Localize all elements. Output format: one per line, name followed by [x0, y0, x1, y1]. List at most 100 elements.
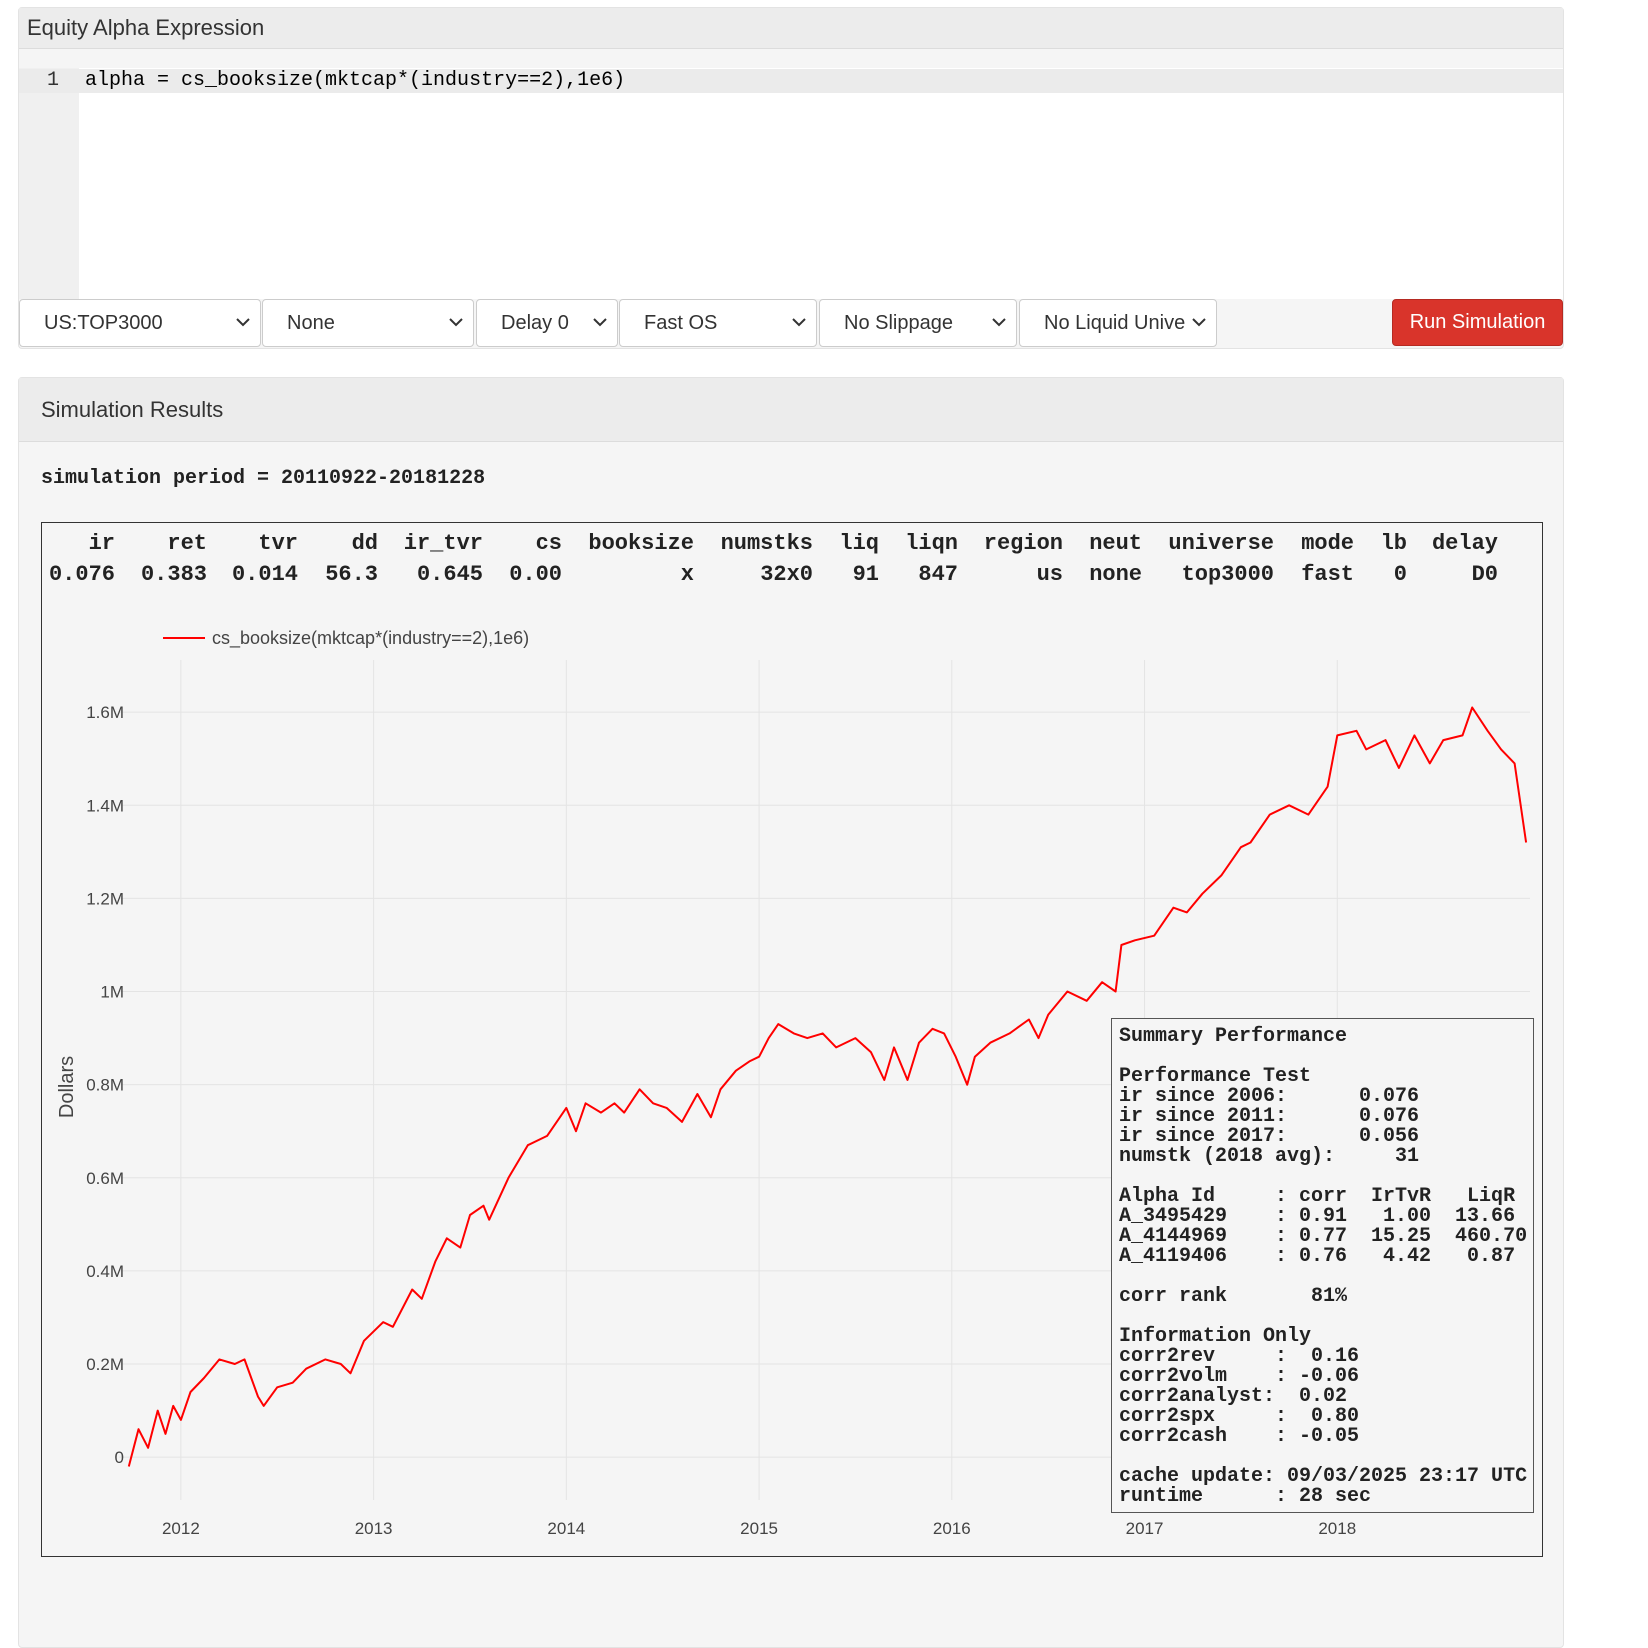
chevron	[792, 318, 806, 327]
chevron	[593, 318, 607, 327]
run-button[interactable]: Run Simulation	[1392, 299, 1563, 346]
series-line	[127, 706, 1528, 1467]
dropdown[interactable]: US:TOP3000	[19, 299, 261, 347]
summary-line: A_4119406 : 0.76 4.42 0.87	[1119, 1245, 1516, 1268]
dropdown-value: US:TOP3000	[44, 311, 163, 334]
stat-header: universe	[1168, 531, 1274, 556]
summary-line: A_3495429 : 0.91 1.00 13.66	[1119, 1205, 1516, 1228]
stat-header: cs	[535, 531, 562, 556]
stat-value: 847	[918, 562, 958, 587]
stat-header: mode	[1301, 531, 1354, 556]
dropdown[interactable]: No Liquid Unive	[1019, 299, 1217, 347]
stat-header: ir_tvr	[403, 531, 483, 556]
summary-line: corr2volm : -0.06	[1119, 1365, 1360, 1388]
legend-label: cs_booksize(mktcap*(industry==2),1e6)	[212, 628, 529, 649]
stat-header: ir	[88, 531, 115, 556]
y-axis-title: Dollars	[56, 1056, 78, 1118]
y-tick-label: 0.8M	[86, 1076, 124, 1095]
y-tick-label: 1.4M	[86, 796, 124, 815]
summary-section: Performance Test ir since 2006: 0.076 ir s…	[1119, 1067, 1533, 1167]
summary-box: Summary Performance Performance Test ir si…	[1111, 1018, 1534, 1513]
stat-header: neut	[1089, 531, 1142, 556]
summary-line: ir since 2017: 0.056	[1119, 1125, 1420, 1148]
y-tick-label: 1.2M	[86, 889, 124, 908]
summary-line: corr rank 81%	[1119, 1285, 1348, 1308]
stat-header: tvr	[258, 531, 298, 556]
stat-header: booksize	[588, 531, 694, 556]
active-line	[19, 69, 1563, 93]
dropdown-value: No Slippage	[844, 311, 953, 334]
summary-line: numstk (2018 avg): 31	[1119, 1145, 1420, 1168]
stat-value: 0	[1393, 562, 1407, 587]
summary-section: Alpha Id : corr IrTvR LiqR A_3495429 : 0.…	[1119, 1187, 1533, 1267]
stat-value: us	[1036, 562, 1063, 587]
dropdown[interactable]: Delay 0	[476, 299, 618, 347]
x-tick-label: 2014	[547, 1519, 585, 1538]
code-editor[interactable]: 1 alpha = cs_booksize(mktcap*(industry==…	[19, 68, 1563, 299]
stat-value: none	[1089, 562, 1142, 587]
x-tick-label: 2016	[933, 1519, 971, 1538]
stat-header: liqn	[905, 531, 958, 556]
summary-line: Information Only	[1119, 1325, 1312, 1348]
stat-header: lb	[1380, 531, 1407, 556]
summary-line: runtime : 28 sec	[1119, 1485, 1372, 1508]
stat-header: ret	[167, 531, 207, 556]
line-number: 1	[47, 69, 60, 92]
y-tick-label: 1M	[100, 983, 124, 1002]
stat-value: D0	[1471, 562, 1498, 587]
stat-value: 32x0	[760, 562, 813, 587]
stat-value: 56.3	[325, 562, 378, 587]
y-tick-label: 0.2M	[86, 1355, 124, 1374]
dropdown[interactable]: No Slippage	[819, 299, 1017, 347]
summary-line: A_4144969 : 0.77 15.25 460.70	[1119, 1225, 1528, 1248]
stat-header: delay	[1431, 531, 1498, 556]
y-tick-label: 0.4M	[86, 1262, 124, 1281]
gutter	[19, 68, 79, 299]
stat-value: x	[680, 562, 694, 587]
summary-section: corr rank 81%	[1119, 1287, 1533, 1307]
stat-header: dd	[351, 531, 378, 556]
stat-value: 0.076	[48, 562, 115, 587]
results-box	[41, 522, 1543, 1557]
chevron	[1192, 318, 1206, 327]
summary-section: Information Only corr2rev : 0.16 corr2volm…	[1119, 1327, 1533, 1447]
x-tick-label: 2017	[1126, 1519, 1164, 1538]
y-tick-label: 0.6M	[86, 1169, 124, 1188]
stat-value: fast	[1301, 562, 1354, 587]
chevron	[449, 318, 463, 327]
chevron	[236, 318, 250, 327]
summary-line: Alpha Id : corr IrTvR LiqR	[1119, 1185, 1516, 1208]
x-tick-label: 2013	[355, 1519, 393, 1538]
summary-line: ir since 2006: 0.076	[1119, 1085, 1420, 1108]
stat-value: 0.00	[509, 562, 562, 587]
summary-line: Performance Test	[1119, 1065, 1312, 1088]
summary-section: cache update: 09/03/2025 23:17 UTC runtim…	[1119, 1467, 1533, 1507]
summary-line: cache update: 09/03/2025 23:17 UTC	[1119, 1465, 1528, 1488]
stat-value: 0.014	[231, 562, 298, 587]
stat-value: 0.383	[140, 562, 207, 587]
summary-title: Summary Performance	[1119, 1025, 1348, 1048]
dropdown-value: No Liquid Unive	[1044, 311, 1186, 334]
summary-line: corr2analyst: 0.02	[1119, 1385, 1348, 1408]
y-tick-label: 1.6M	[86, 703, 124, 722]
code-line: alpha = cs_booksize(mktcap*(industry==2)…	[85, 69, 626, 92]
stat-header: numstks	[720, 531, 813, 556]
dropdown-value: None	[287, 311, 335, 334]
summary-line: corr2rev : 0.16	[1119, 1345, 1360, 1368]
dropdown[interactable]: Fast OS	[619, 299, 817, 347]
y-tick-label: 0	[115, 1448, 124, 1467]
dropdown-value: Delay 0	[501, 311, 569, 334]
x-tick-label: 2018	[1318, 1519, 1356, 1538]
summary-line: ir since 2011: 0.076	[1119, 1105, 1420, 1128]
stat-header: region	[983, 531, 1063, 556]
dropdown[interactable]: None	[262, 299, 474, 347]
summary-line: corr2cash : -0.05	[1119, 1425, 1360, 1448]
stat-value: 0.645	[416, 562, 483, 587]
chevron	[992, 318, 1006, 327]
summary-line: corr2spx : 0.80	[1119, 1405, 1360, 1428]
x-tick-label: 2012	[162, 1519, 200, 1538]
panel-title: Simulation Results	[19, 378, 1563, 442]
panel-title: Equity Alpha Expression	[19, 8, 1563, 49]
dropdown-value: Fast OS	[644, 311, 718, 334]
